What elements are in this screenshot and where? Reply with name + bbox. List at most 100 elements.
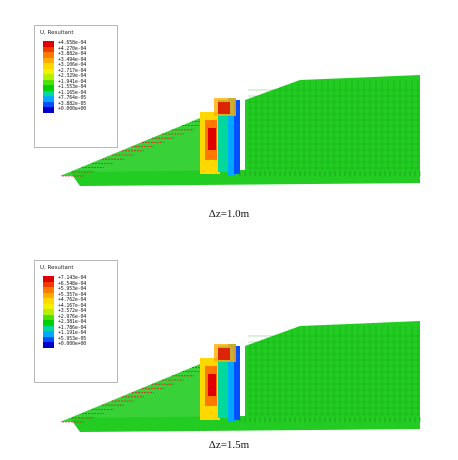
legend-swatch [43,336,54,342]
legend-row: +2.976e-04 [43,313,113,320]
legend-swatch [43,331,54,337]
legend-swatch [43,325,54,331]
legend-row: +7.143e-04 [43,275,113,282]
pile-contour [234,100,240,174]
legend-title: U, Resultant [40,30,74,36]
legend-swatch [43,90,54,96]
pile-contour [228,98,236,176]
legend-row: +6.548e-04 [43,280,113,287]
legend-value: +4.167e-04 [58,302,87,309]
legend-value: +0.000e+00 [58,341,87,347]
legend-swatch [43,276,54,282]
legend-value: +3.494e-04 [58,56,87,63]
legend-row: +7.764e-05 [43,95,113,102]
legend-swatch [43,63,54,69]
legend-row: +0.000e+00 [43,106,113,113]
figure-caption: Δz=1.0m [208,208,250,220]
legend-row: +5.953e-05 [43,335,113,342]
legend-value: +3.572e-04 [58,308,87,314]
legend-row: +4.270e-04 [43,45,113,52]
pile-contour [234,346,240,420]
legend-swatch [43,74,54,80]
legend-value: +2.329e-04 [58,73,87,79]
legend: U, Resultant +4.658e-04 +4.270e-04 +3.882e… [34,25,118,148]
wall-contour [208,374,216,396]
legend-scale: +7.143e-04 +6.548e-04 +5.953e-04 +5.357e-04… [43,275,113,348]
legend-swatch [43,292,54,298]
legend-value: +2.976e-04 [58,313,87,320]
displacement-contour-plot [60,75,421,186]
embankment-mesh [245,75,420,170]
legend-value: +1.941e-04 [58,78,87,85]
displacement-contour-plot [60,321,421,432]
legend-value: +4.762e-04 [58,297,87,303]
legend: U, Resultant +7.143e-04 +6.548e-04 +5.953e… [34,260,118,383]
legend-value: +3.882e-04 [58,51,87,57]
legend-swatch [43,281,54,287]
legend-swatch [43,342,54,348]
figure-panel-1: U, Resultant +4.658e-04 +4.270e-04 +3.882e… [34,25,421,220]
legend-swatch [43,79,54,85]
legend-scale: +4.658e-04 +4.270e-04 +3.882e-04 +3.494e-04… [43,40,113,113]
embankment-mesh [245,321,420,416]
legend-value: +5.357e-04 [58,291,87,298]
legend-value: +0.000e+00 [58,106,87,112]
legend-swatch [43,320,54,326]
legend-row: +3.882e-04 [43,51,113,58]
legend-swatch [43,314,54,320]
legend-value: +4.658e-04 [58,40,87,46]
legend-row: +1.941e-04 [43,78,113,85]
pile-contour [218,102,230,114]
legend-swatch [43,41,54,47]
legend-value: +1.786e-04 [58,324,87,331]
legend-swatch [43,85,54,91]
legend-value: +1.191e-04 [58,330,87,336]
legend-row: +1.191e-04 [43,330,113,337]
legend-swatch [43,101,54,107]
slope-mesh [60,364,215,422]
legend-value: +1.165e-04 [58,89,87,96]
legend-value: +7.143e-04 [58,275,87,281]
legend-row: +2.717e-04 [43,67,113,74]
legend-value: +5.953e-04 [58,286,87,292]
legend-row: +1.165e-04 [43,89,113,96]
legend-row: +5.357e-04 [43,291,113,298]
legend-value: +3.882e-05 [58,100,87,107]
pile-contour [218,348,230,360]
legend-value: +4.270e-04 [58,45,87,52]
legend-value: +5.953e-05 [58,335,87,342]
legend-swatch [43,287,54,293]
legend-row: +3.882e-05 [43,100,113,107]
figure-panel-2: U, Resultant +7.143e-04 +6.548e-04 +5.953e… [0,230,458,459]
legend-value: +7.764e-05 [58,95,87,101]
legend-swatch [43,57,54,63]
legend-swatch [43,107,54,113]
legend-swatch [43,96,54,102]
legend-swatch [43,68,54,74]
legend-row: +3.494e-04 [43,56,113,63]
slope-mesh [60,118,215,176]
pile-contour [228,344,236,422]
legend-row: +3.106e-04 [43,62,113,69]
legend-title: U, Resultant [40,265,74,271]
legend-value: +2.381e-04 [58,319,87,325]
legend-swatch [43,303,54,309]
legend-row: +1.786e-04 [43,324,113,331]
legend-swatch [43,298,54,304]
wall-contour [208,128,216,150]
legend-row: +0.000e+00 [43,341,113,348]
legend-value: +3.106e-04 [58,62,87,68]
legend-swatch [43,52,54,58]
legend-row: +4.167e-04 [43,302,113,309]
legend-swatch [43,46,54,52]
legend-value: +6.548e-04 [58,280,87,287]
legend-row: +4.762e-04 [43,297,113,304]
legend-row: +4.658e-04 [43,40,113,47]
legend-value: +1.553e-04 [58,84,87,90]
legend-row: +2.381e-04 [43,319,113,326]
legend-row: +3.572e-04 [43,308,113,315]
legend-row: +2.329e-04 [43,73,113,80]
legend-row: +5.953e-04 [43,286,113,293]
legend-swatch [43,309,54,315]
legend-value: +2.717e-04 [58,67,87,74]
